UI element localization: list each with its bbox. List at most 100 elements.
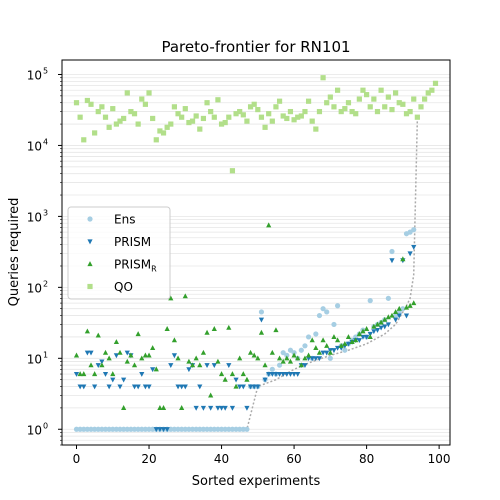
data-point-qo bbox=[305, 98, 312, 104]
data-point-prism bbox=[197, 384, 203, 390]
data-point-prism bbox=[411, 244, 417, 250]
x-axis-label: Sorted experiments bbox=[192, 474, 321, 489]
data-point-prism-r bbox=[345, 334, 352, 340]
data-point-qo bbox=[150, 115, 156, 122]
data-point-qo bbox=[320, 75, 326, 81]
data-point-prism-r bbox=[342, 340, 348, 346]
data-point-prism-r bbox=[287, 358, 294, 364]
data-point-prism-r bbox=[208, 392, 214, 398]
data-point-ens bbox=[269, 366, 275, 372]
data-point-qo bbox=[124, 90, 130, 96]
data-point-prism bbox=[102, 371, 109, 377]
data-point-prism bbox=[157, 427, 163, 433]
data-point-ens bbox=[200, 426, 207, 432]
data-point-qo bbox=[367, 104, 373, 110]
data-point-ens bbox=[124, 426, 130, 432]
data-point-prism bbox=[99, 359, 105, 365]
data-point-prism-r bbox=[218, 371, 225, 377]
data-point-qo bbox=[316, 108, 323, 115]
legend-marker bbox=[87, 261, 93, 267]
data-point-prism bbox=[168, 363, 174, 369]
data-point-qo bbox=[331, 104, 337, 110]
data-point-prism-r bbox=[305, 352, 312, 358]
data-point-ens bbox=[168, 426, 174, 432]
data-point-qo bbox=[327, 94, 333, 100]
data-point-qo bbox=[396, 100, 402, 106]
data-point-prism-r bbox=[73, 352, 80, 358]
x-tick-label: 40 bbox=[214, 452, 229, 466]
data-point-qo bbox=[411, 96, 417, 102]
data-point-prism bbox=[284, 371, 290, 377]
data-point-qo bbox=[92, 130, 98, 136]
data-point-qo bbox=[73, 100, 80, 106]
data-point-prism-r bbox=[291, 352, 297, 358]
legend-label: Ens bbox=[114, 213, 135, 227]
data-point-prism-r bbox=[95, 332, 101, 338]
data-point-qo bbox=[414, 114, 420, 120]
data-point-prism-r bbox=[204, 329, 210, 335]
data-point-prism bbox=[73, 371, 80, 377]
data-point-ens bbox=[139, 426, 145, 432]
data-point-prism bbox=[208, 405, 214, 411]
data-point-prism-r bbox=[320, 337, 326, 343]
data-point-qo bbox=[102, 114, 109, 120]
data-point-prism bbox=[262, 377, 268, 383]
data-point-prism-r bbox=[77, 371, 83, 377]
data-point-qo bbox=[189, 118, 196, 124]
data-point-prism-r bbox=[150, 345, 156, 351]
data-point-qo bbox=[309, 118, 315, 124]
data-point-ens bbox=[95, 426, 101, 432]
data-point-qo bbox=[338, 108, 344, 115]
data-point-prism-r bbox=[302, 355, 308, 361]
data-point-qo bbox=[353, 111, 359, 117]
data-point-ens bbox=[327, 355, 333, 361]
data-point-ens bbox=[215, 426, 221, 432]
data-point-prism bbox=[222, 405, 228, 411]
data-point-ens bbox=[258, 309, 265, 315]
data-point-prism-r bbox=[171, 337, 178, 343]
frontier-polyline bbox=[76, 117, 419, 431]
data-point-qo bbox=[244, 118, 250, 124]
data-point-ens bbox=[128, 426, 134, 432]
data-point-prism bbox=[280, 371, 286, 377]
data-point-prism bbox=[211, 363, 217, 369]
data-point-qo bbox=[371, 96, 377, 102]
data-point-qo bbox=[280, 113, 286, 119]
data-point-prism bbox=[240, 384, 246, 390]
data-point-prism bbox=[131, 384, 138, 390]
data-point-prism-r bbox=[88, 362, 94, 368]
data-point-prism bbox=[142, 384, 149, 390]
data-point-qo bbox=[273, 104, 279, 110]
data-point-qo bbox=[356, 96, 362, 102]
data-point-prism bbox=[175, 384, 181, 390]
data-point-ens bbox=[302, 343, 308, 349]
data-point-ens bbox=[316, 312, 323, 319]
data-point-qo bbox=[193, 113, 199, 119]
data-point-ens bbox=[237, 426, 243, 432]
data-point-prism bbox=[95, 363, 101, 369]
data-point-qo bbox=[99, 104, 105, 110]
data-point-qo bbox=[142, 101, 149, 107]
data-point-ens bbox=[280, 350, 286, 356]
y-tick-exponent: 1 bbox=[43, 350, 48, 359]
data-point-prism-r bbox=[237, 355, 243, 361]
data-point-prism-r bbox=[316, 349, 323, 355]
data-point-qo bbox=[298, 113, 304, 119]
y-tick-label: 10 bbox=[27, 68, 42, 82]
data-point-prism-r bbox=[164, 325, 170, 331]
data-point-prism-r bbox=[135, 331, 141, 337]
data-point-ens bbox=[197, 426, 203, 432]
data-point-ens bbox=[113, 426, 119, 432]
data-point-prism-r bbox=[403, 304, 410, 310]
y-tick-exponent: 4 bbox=[43, 137, 48, 146]
data-point-prism-r bbox=[363, 325, 370, 331]
data-point-ens bbox=[186, 426, 192, 432]
data-point-qo bbox=[168, 121, 174, 127]
data-point-qo bbox=[175, 111, 181, 117]
data-point-prism bbox=[179, 384, 185, 390]
data-point-ens bbox=[298, 347, 304, 353]
data-point-ens bbox=[189, 426, 196, 432]
data-point-prism-r bbox=[106, 355, 112, 361]
data-point-ens bbox=[226, 426, 232, 432]
data-point-qo bbox=[197, 126, 203, 132]
